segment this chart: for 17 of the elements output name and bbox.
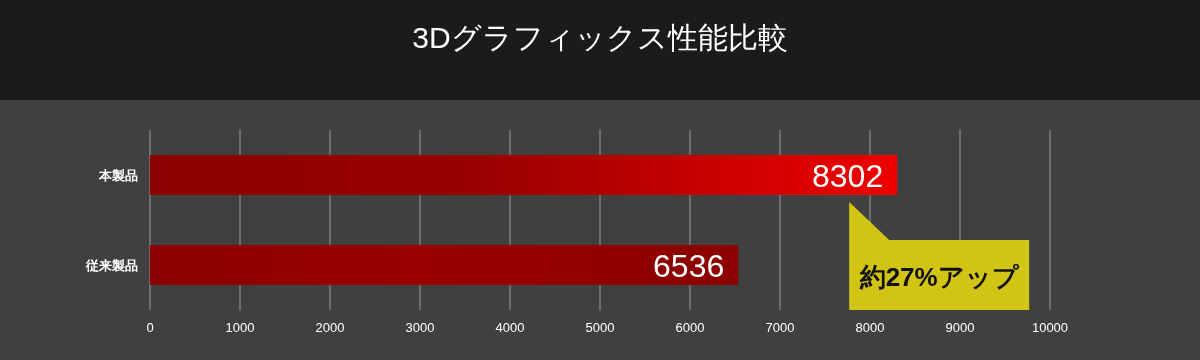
- data-label: 6536: [653, 248, 725, 284]
- y-tick-label: 従来製品: [85, 258, 138, 273]
- x-tick-label: 5000: [585, 320, 615, 335]
- x-tick-label: 6000: [675, 320, 705, 335]
- x-tick-label: 2000: [315, 320, 345, 335]
- annotation: 約27%アップ: [858, 262, 1020, 292]
- x-tick-label: 1000: [225, 320, 255, 335]
- y-tick-label: 本製品: [98, 168, 138, 183]
- x-tick-label: 7000: [765, 320, 795, 335]
- x-tick-label: 3000: [405, 320, 435, 335]
- x-tick-label: 9000: [945, 320, 975, 335]
- x-tick-label: 8000: [855, 320, 885, 335]
- data-label: 8302: [811, 158, 884, 194]
- chart-title: 3Dグラフィックス性能比較: [412, 21, 788, 54]
- x-tick-label: 10000: [1031, 320, 1069, 335]
- x-tick-label: 0: [146, 320, 154, 335]
- x-tick-label: 4000: [495, 320, 525, 335]
